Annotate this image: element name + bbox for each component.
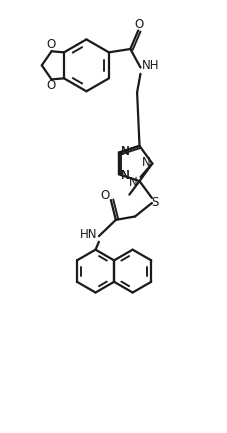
Text: NH: NH: [142, 59, 159, 72]
Text: O: O: [46, 79, 55, 92]
Text: N: N: [121, 145, 130, 158]
Text: N: N: [121, 145, 130, 158]
Text: N: N: [121, 169, 130, 182]
Text: N: N: [129, 176, 138, 189]
Text: O: O: [135, 18, 144, 31]
Text: HN: HN: [80, 229, 98, 242]
Text: O: O: [100, 188, 109, 202]
Text: S: S: [151, 197, 158, 210]
Text: N: N: [121, 169, 130, 182]
Text: O: O: [46, 39, 55, 52]
Text: N: N: [142, 156, 150, 169]
